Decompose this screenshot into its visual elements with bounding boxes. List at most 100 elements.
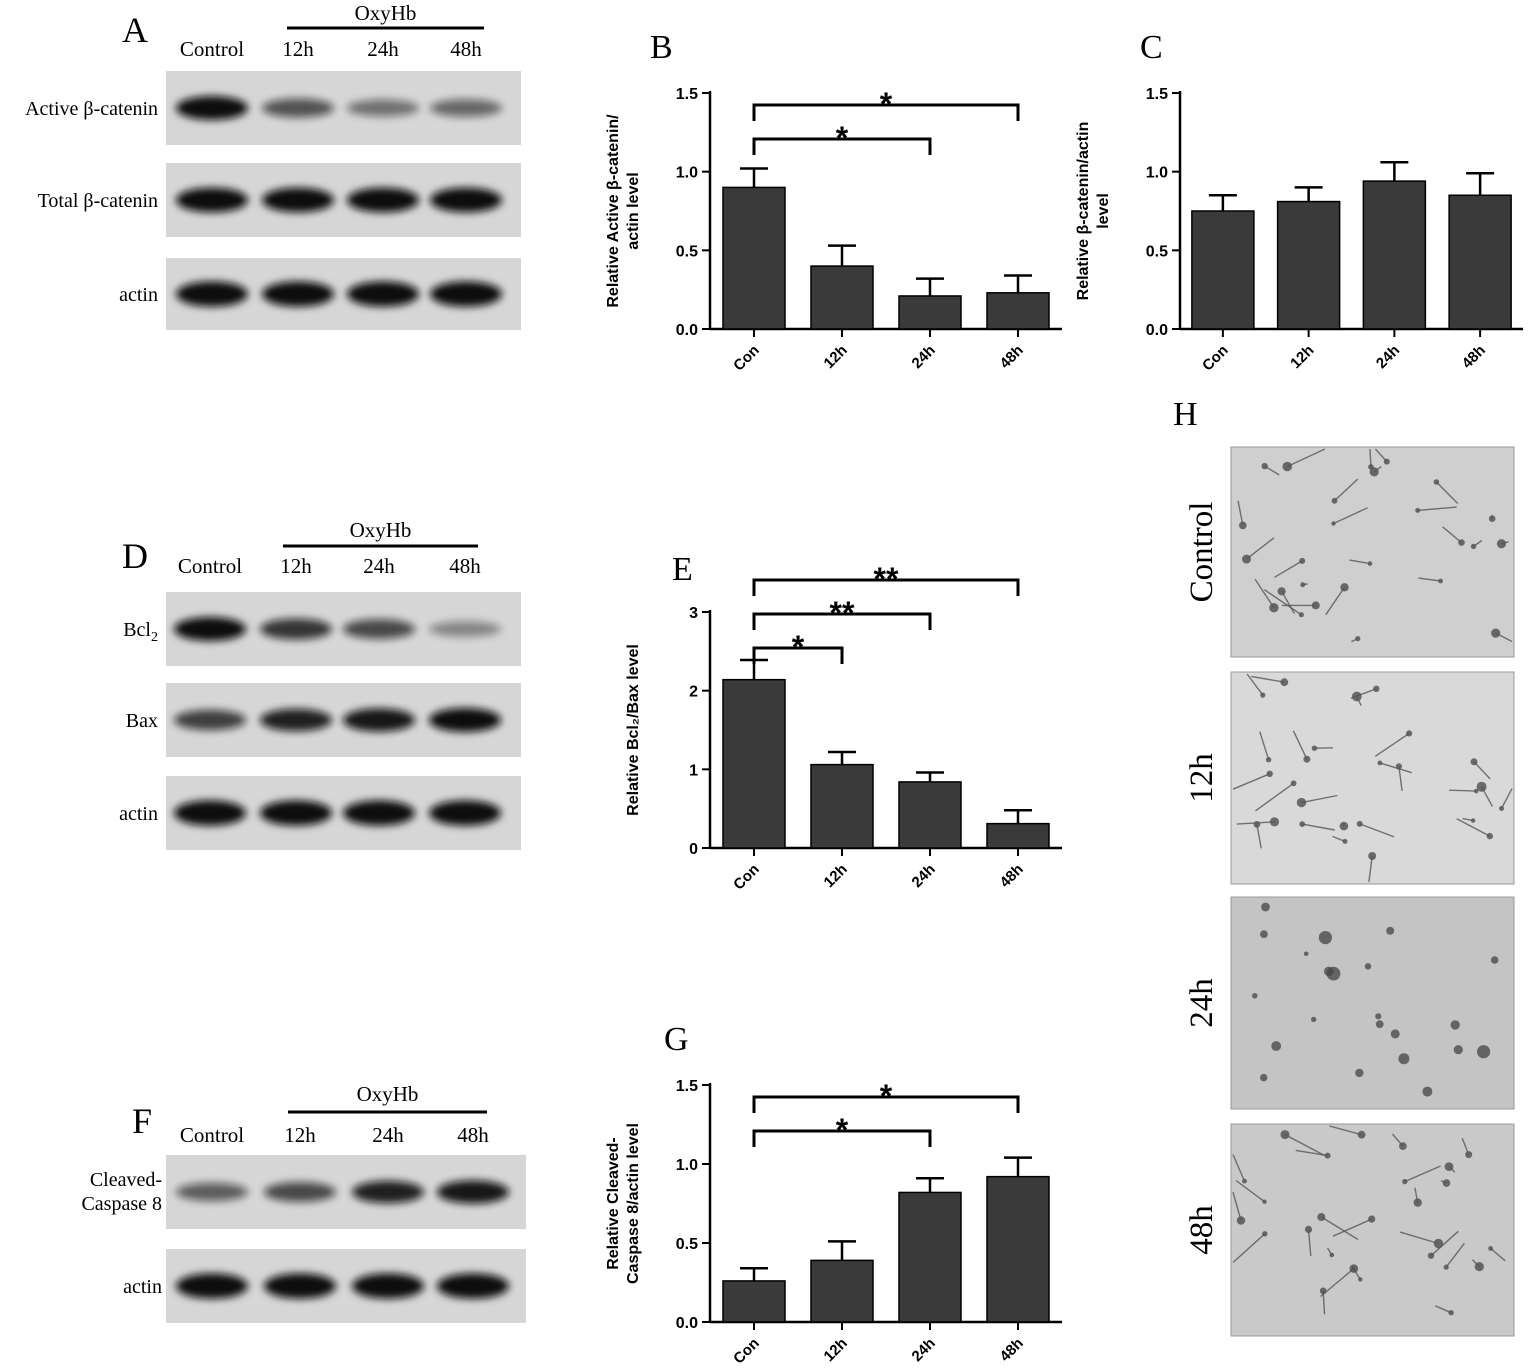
x-tick-label: Con [730, 1335, 763, 1368]
chart-b: 0.0 0.5 1.0 1.5 Relative Active β-catenin/ac… [605, 86, 1062, 374]
panel-letter-h: H [1173, 396, 1198, 433]
significance-bracket [752, 137, 932, 155]
x-tick-label: 12h [821, 861, 851, 891]
significance-bracket [752, 612, 932, 630]
significance-marker: * [880, 86, 893, 122]
neurite [1373, 466, 1382, 473]
neurite [1332, 835, 1346, 843]
blot-band [430, 99, 502, 117]
blot-row-label: Cleaved- [90, 1169, 162, 1191]
cell-body [1413, 1198, 1422, 1207]
chart-e: 0 1 2 3 Relative Bcl₂/Bax level Con 12h 24h 48h *… [625, 561, 1062, 893]
neurite [1417, 506, 1457, 512]
x-tick-label: Con [730, 861, 763, 894]
cell-body [1261, 462, 1268, 470]
cell-body [1368, 464, 1374, 470]
micrograph-label: 24h [1184, 978, 1220, 1028]
neurite [1418, 577, 1441, 582]
neurite [1449, 789, 1477, 792]
treatment-label: OxyHb [355, 1, 417, 25]
micrograph-image [1230, 446, 1515, 658]
neurite [1284, 1133, 1325, 1157]
blot-band [174, 709, 246, 731]
neurite [1326, 1247, 1333, 1256]
y-tick-label: 1 [689, 762, 698, 779]
neurite [1302, 823, 1335, 831]
y-axis-label: level [1095, 193, 1112, 229]
bar [1362, 180, 1427, 330]
neurite [1404, 1165, 1441, 1183]
blot-band [352, 1273, 424, 1299]
neurite [1490, 1247, 1506, 1262]
neurite [1356, 696, 1362, 706]
neurite [1471, 1259, 1480, 1268]
lane-label: 12h [284, 1123, 316, 1147]
significance-bracket [752, 1129, 932, 1147]
blot-band [429, 708, 501, 732]
bar [722, 186, 786, 330]
y-axis-label: Relative β-catenin/actin [1075, 122, 1092, 301]
lane-label: 48h [449, 554, 481, 578]
cell-body [1453, 1045, 1463, 1055]
blot-band [429, 800, 501, 826]
significance-marker: * [792, 629, 805, 665]
blot-band [262, 98, 334, 118]
bar [810, 763, 874, 849]
cell-body [1260, 1073, 1268, 1082]
blot-band [176, 96, 248, 120]
cell-body [1450, 1020, 1460, 1030]
cell-body [1470, 818, 1476, 823]
neurite [1295, 1149, 1328, 1157]
lane-label: 48h [450, 37, 482, 61]
panel-letter-f: F [132, 1101, 152, 1141]
neurite [1287, 448, 1326, 468]
neurite [1445, 1242, 1465, 1268]
neurite [1332, 1218, 1372, 1237]
x-tick-label: Con [730, 342, 763, 375]
cell-body [1375, 1020, 1384, 1029]
bar [722, 1280, 786, 1323]
cell-body [1339, 821, 1349, 831]
cell-body [1448, 1310, 1454, 1316]
significance-bracket [752, 103, 1020, 121]
cell-body [1490, 956, 1499, 964]
bar [986, 1175, 1050, 1323]
blot-band [430, 281, 502, 307]
bar [986, 292, 1050, 330]
cell-body [1252, 993, 1258, 999]
cell-body [1402, 1178, 1408, 1185]
bar [898, 781, 962, 849]
y-tick-label: 0.5 [1146, 243, 1168, 260]
blot-band [262, 281, 334, 307]
blot-band [343, 619, 415, 639]
neurite [1320, 1268, 1355, 1298]
chart-g: 0.0 0.5 1.0 1.5 Relative Cleaved- Caspase 8/a… [605, 1078, 1062, 1367]
x-tick-label: 24h [909, 861, 939, 891]
cell-body [1415, 507, 1421, 513]
bar [1276, 200, 1341, 330]
blot-band [343, 800, 415, 826]
y-tick-label: 1.5 [676, 86, 698, 103]
blot-panel-d: OxyHb Control 12h 24h 48h Bcl2 Bax actin [119, 518, 521, 850]
cell-body [1422, 1086, 1433, 1097]
bar [810, 265, 874, 330]
significance-marker: * [836, 1112, 849, 1148]
neurite [1325, 586, 1346, 616]
blot-band [437, 1180, 509, 1204]
neurite [1280, 590, 1296, 614]
neurite [1435, 481, 1459, 504]
y-tick-label: 0.5 [676, 1236, 698, 1253]
y-tick-label: 3 [689, 605, 698, 622]
y-tick-label: 1.5 [676, 1078, 698, 1095]
y-tick-label: 0.5 [676, 243, 698, 260]
neurite [1256, 824, 1262, 849]
blot-band [437, 1273, 509, 1299]
y-axis-label: actin level [625, 172, 642, 249]
blot-band [260, 708, 332, 732]
cell-body [1269, 603, 1279, 613]
neurite [1374, 448, 1388, 463]
cell-body [1318, 931, 1332, 945]
cell-body [1398, 1053, 1410, 1065]
panel-letter-b: B [650, 29, 673, 66]
bar [1448, 194, 1512, 330]
